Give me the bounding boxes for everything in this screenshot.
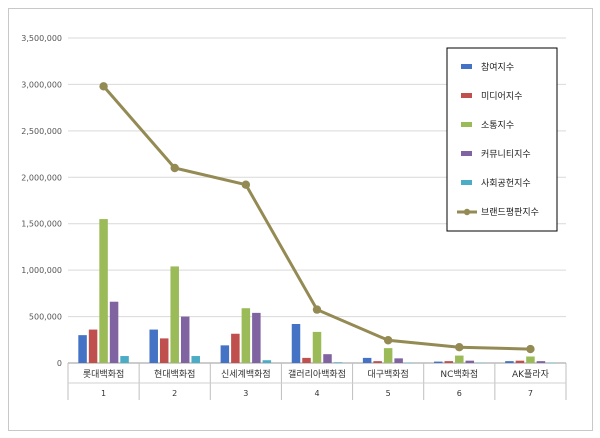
y-tick-label: 500,000 xyxy=(29,313,62,322)
bar-2 xyxy=(160,338,169,363)
bar-5 xyxy=(120,356,129,363)
bar-2 xyxy=(445,361,454,363)
y-tick-label: 2,000,000 xyxy=(21,173,62,182)
bar-1 xyxy=(363,358,372,363)
bar-5 xyxy=(405,363,414,364)
bar-3 xyxy=(99,219,108,363)
legend-label: 미디어지수 xyxy=(481,91,522,102)
y-tick-label: 0 xyxy=(57,359,62,368)
legend-swatch xyxy=(461,180,472,185)
x-category-index: 7 xyxy=(528,389,533,398)
bar-4 xyxy=(537,361,546,363)
legend-swatch xyxy=(461,151,472,156)
x-category-label: 롯대백화점 xyxy=(83,368,124,380)
x-category-index: 3 xyxy=(243,389,248,398)
line-point xyxy=(455,343,463,351)
bar-4 xyxy=(181,317,190,363)
legend-label: 소통지수 xyxy=(481,120,514,131)
x-category-label: AK플라자 xyxy=(512,369,550,380)
x-category-index: 2 xyxy=(172,389,177,398)
legend-swatch xyxy=(461,64,472,69)
line-point xyxy=(242,181,250,189)
line-point xyxy=(384,336,392,344)
x-category-label: 대구백화점 xyxy=(367,368,408,380)
bar-4 xyxy=(394,358,403,363)
bar-5 xyxy=(334,362,343,363)
legend-label: 커뮤니티지수 xyxy=(481,149,531,160)
line-point xyxy=(313,305,321,313)
x-category-index: 4 xyxy=(314,389,319,398)
bar-3 xyxy=(455,356,464,363)
x-category-label: 현대백화점 xyxy=(154,368,195,380)
bar-3 xyxy=(242,308,251,363)
legend-swatch xyxy=(461,93,472,98)
bar-1 xyxy=(149,330,158,363)
y-tick-label: 2,500,000 xyxy=(21,127,62,136)
y-tick-label: 1,500,000 xyxy=(21,220,62,229)
bar-2 xyxy=(89,330,98,363)
x-category-label: NC백화점 xyxy=(440,368,478,380)
x-category-label: 신세계백화점 xyxy=(221,368,271,380)
bar-2 xyxy=(373,361,382,363)
bar-5 xyxy=(476,363,485,364)
legend-label: 참여지수 xyxy=(481,61,514,73)
bar-1 xyxy=(221,345,230,363)
bar-5 xyxy=(263,360,272,363)
x-category-index: 5 xyxy=(386,389,391,398)
bar-5 xyxy=(191,356,200,363)
legend-line-marker xyxy=(464,209,470,215)
x-category-label: 갤러리아백화점 xyxy=(288,368,346,380)
bar-1 xyxy=(292,324,301,363)
legend-label: 브랜드평판지수 xyxy=(481,207,539,218)
bar-4 xyxy=(110,302,119,363)
legend-label: 사회공헌지수 xyxy=(481,178,531,189)
y-tick-label: 3,000,000 xyxy=(21,80,62,89)
line-point xyxy=(526,345,534,353)
bar-2 xyxy=(231,334,240,363)
y-tick-label: 1,000,000 xyxy=(21,266,62,275)
bar-2 xyxy=(516,361,525,363)
bar-5 xyxy=(547,363,556,364)
bar-3 xyxy=(384,348,393,363)
legend-swatch xyxy=(461,122,472,127)
x-category-index: 6 xyxy=(457,389,462,398)
bar-3 xyxy=(526,357,535,364)
bar-4 xyxy=(466,361,475,363)
legend-box xyxy=(447,48,557,231)
bar-4 xyxy=(252,313,261,363)
bar-1 xyxy=(505,361,514,363)
x-category-index: 1 xyxy=(101,389,106,398)
line-point xyxy=(99,82,107,90)
bar-1 xyxy=(78,335,87,363)
line-point xyxy=(171,164,179,172)
bar-1 xyxy=(434,362,443,363)
bar-2 xyxy=(302,358,311,363)
y-tick-label: 3,500,000 xyxy=(21,34,62,43)
bar-3 xyxy=(170,266,179,363)
bar-4 xyxy=(323,354,332,363)
bar-3 xyxy=(313,332,322,363)
